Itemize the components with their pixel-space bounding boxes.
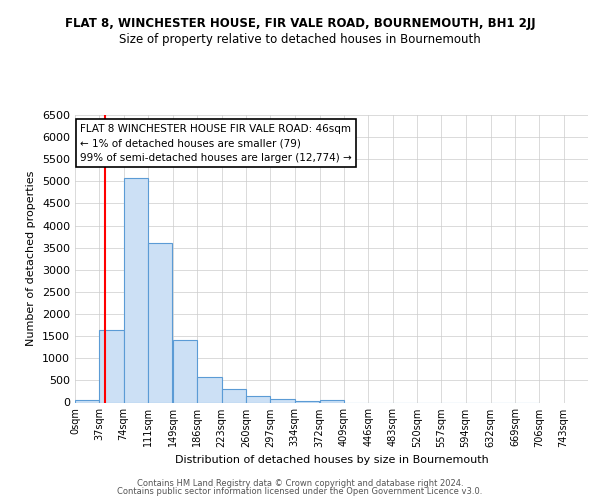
Bar [100,330,124,402]
Bar [295,401,319,402]
Bar [124,178,148,402]
Text: Size of property relative to detached houses in Bournemouth: Size of property relative to detached ho… [119,32,481,46]
Text: FLAT 8 WINCHESTER HOUSE FIR VALE ROAD: 46sqm
← 1% of detached houses are smaller: FLAT 8 WINCHESTER HOUSE FIR VALE ROAD: 4… [80,124,352,163]
Bar [246,396,271,402]
Bar [148,244,172,402]
Bar [320,400,344,402]
Y-axis label: Number of detached properties: Number of detached properties [26,171,37,346]
Bar [197,377,221,402]
Text: Contains HM Land Registry data © Crown copyright and database right 2024.: Contains HM Land Registry data © Crown c… [137,478,463,488]
Bar [221,389,246,402]
Bar [75,400,100,402]
X-axis label: Distribution of detached houses by size in Bournemouth: Distribution of detached houses by size … [175,455,488,465]
Bar [271,399,295,402]
Bar [173,340,197,402]
Text: Contains public sector information licensed under the Open Government Licence v3: Contains public sector information licen… [118,487,482,496]
Text: FLAT 8, WINCHESTER HOUSE, FIR VALE ROAD, BOURNEMOUTH, BH1 2JJ: FLAT 8, WINCHESTER HOUSE, FIR VALE ROAD,… [65,18,535,30]
